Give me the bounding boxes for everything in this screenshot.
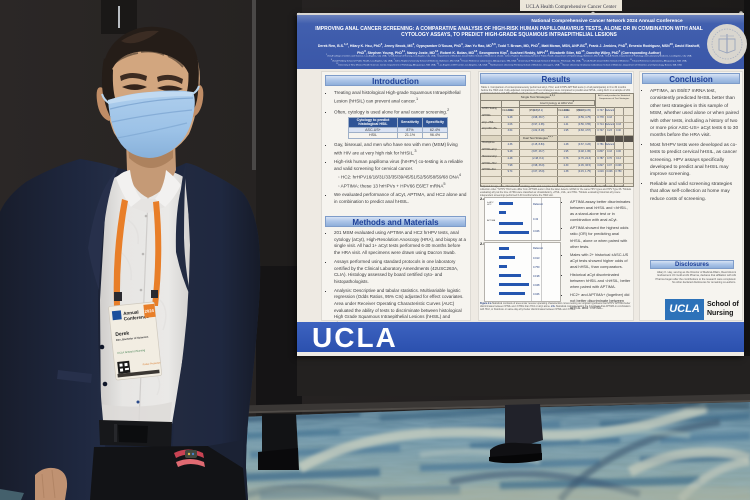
svg-text:Annual: Annual	[123, 309, 139, 316]
svg-text:Ren, Bachelor of Sciences: Ren, Bachelor of Sciences	[116, 335, 149, 342]
svg-text:2024: 2024	[144, 308, 154, 314]
svg-text:Conference: Conference	[123, 314, 149, 322]
svg-text:Derek: Derek	[115, 331, 130, 338]
svg-text:Poster Presenter: Poster Presenter	[142, 361, 160, 366]
svg-text:UCLA School of Nursing: UCLA School of Nursing	[117, 348, 146, 355]
svg-text:UCLA Health Comprehensive Canc: UCLA Health Comprehensive Cancer Center	[526, 5, 617, 10]
